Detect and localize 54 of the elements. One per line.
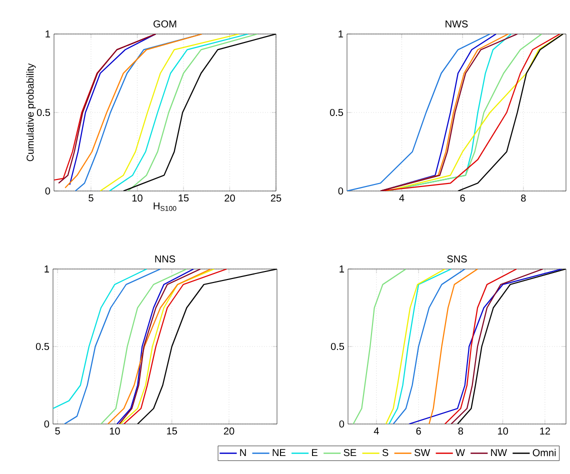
y-axis-title: Cumulative probability bbox=[26, 63, 36, 162]
x-tick-label: 12 bbox=[540, 428, 550, 435]
line-series bbox=[100, 269, 188, 424]
line-series bbox=[64, 269, 161, 424]
y-tick-label: 1 bbox=[44, 266, 49, 272]
x-tick-label: 6 bbox=[460, 194, 465, 202]
line-series bbox=[444, 269, 518, 424]
legend-label: SE bbox=[344, 449, 356, 456]
chart-title: NWS bbox=[446, 20, 468, 28]
x-tick-label: 8 bbox=[521, 194, 526, 202]
line-series bbox=[450, 269, 544, 424]
x-tick-label: 15 bbox=[178, 194, 189, 202]
y-tick-label: 1 bbox=[340, 266, 344, 272]
y-tick-label: 0.5 bbox=[330, 342, 344, 350]
x-tick-label: 10 bbox=[132, 194, 142, 202]
x-tick-label: 4 bbox=[374, 428, 379, 434]
x-tick-label: 8 bbox=[458, 428, 464, 435]
legend-label: N bbox=[240, 449, 246, 456]
legend-label: SW bbox=[414, 449, 430, 456]
y-tick-label: 0 bbox=[45, 187, 50, 195]
y-tick-label: 1 bbox=[338, 30, 343, 38]
y-tick-label: 0.5 bbox=[36, 108, 50, 116]
x-tick-label: 4 bbox=[399, 194, 404, 202]
x-tick-label: 15 bbox=[167, 428, 177, 435]
chart-title: GOM bbox=[154, 20, 176, 28]
legend-label: NE bbox=[272, 449, 286, 456]
legend-label: NW bbox=[491, 449, 507, 456]
legend-label: Omni bbox=[532, 448, 556, 456]
legend-label: S bbox=[382, 449, 388, 456]
line-series bbox=[428, 269, 478, 424]
chart-title: SNS bbox=[447, 255, 467, 262]
y-tick-label: 0 bbox=[338, 187, 344, 195]
x-tick-label: 10 bbox=[110, 428, 120, 435]
chart-title: NNS bbox=[155, 255, 176, 262]
y-tick-label: 0 bbox=[339, 420, 344, 428]
line-series bbox=[347, 34, 491, 191]
x-tick-label: 6 bbox=[416, 428, 421, 435]
x-tick-label: 5 bbox=[88, 194, 94, 202]
y-tick-label: 0 bbox=[44, 420, 50, 428]
legend-label: E bbox=[312, 449, 318, 456]
y-tick-label: 1 bbox=[46, 30, 50, 38]
y-tick-label: 0.5 bbox=[330, 108, 344, 116]
y-tick-label: 0.5 bbox=[36, 342, 50, 350]
x-tick-label: 10 bbox=[498, 428, 508, 435]
line-series bbox=[352, 269, 406, 424]
x-axis-title: H$_{S100}$ bbox=[154, 202, 176, 211]
x-tick-label: 20 bbox=[224, 194, 235, 202]
line-series bbox=[408, 269, 562, 424]
x-tick-label: 25 bbox=[270, 194, 282, 202]
line-series bbox=[53, 269, 148, 410]
legend-label: W bbox=[456, 449, 465, 456]
line-series bbox=[392, 269, 466, 424]
x-tick-label: 5 bbox=[55, 428, 60, 435]
x-tick-label: 20 bbox=[224, 428, 234, 435]
